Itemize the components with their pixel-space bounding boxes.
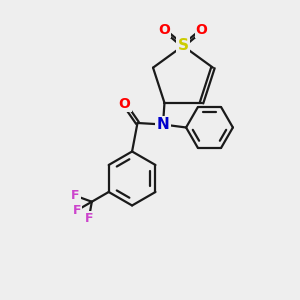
Text: O: O xyxy=(196,23,208,37)
Text: F: F xyxy=(73,204,81,217)
Text: O: O xyxy=(158,23,170,37)
Text: O: O xyxy=(118,97,130,111)
Text: N: N xyxy=(157,117,169,132)
Text: F: F xyxy=(71,189,80,202)
Text: S: S xyxy=(178,38,188,53)
Text: F: F xyxy=(85,212,93,225)
